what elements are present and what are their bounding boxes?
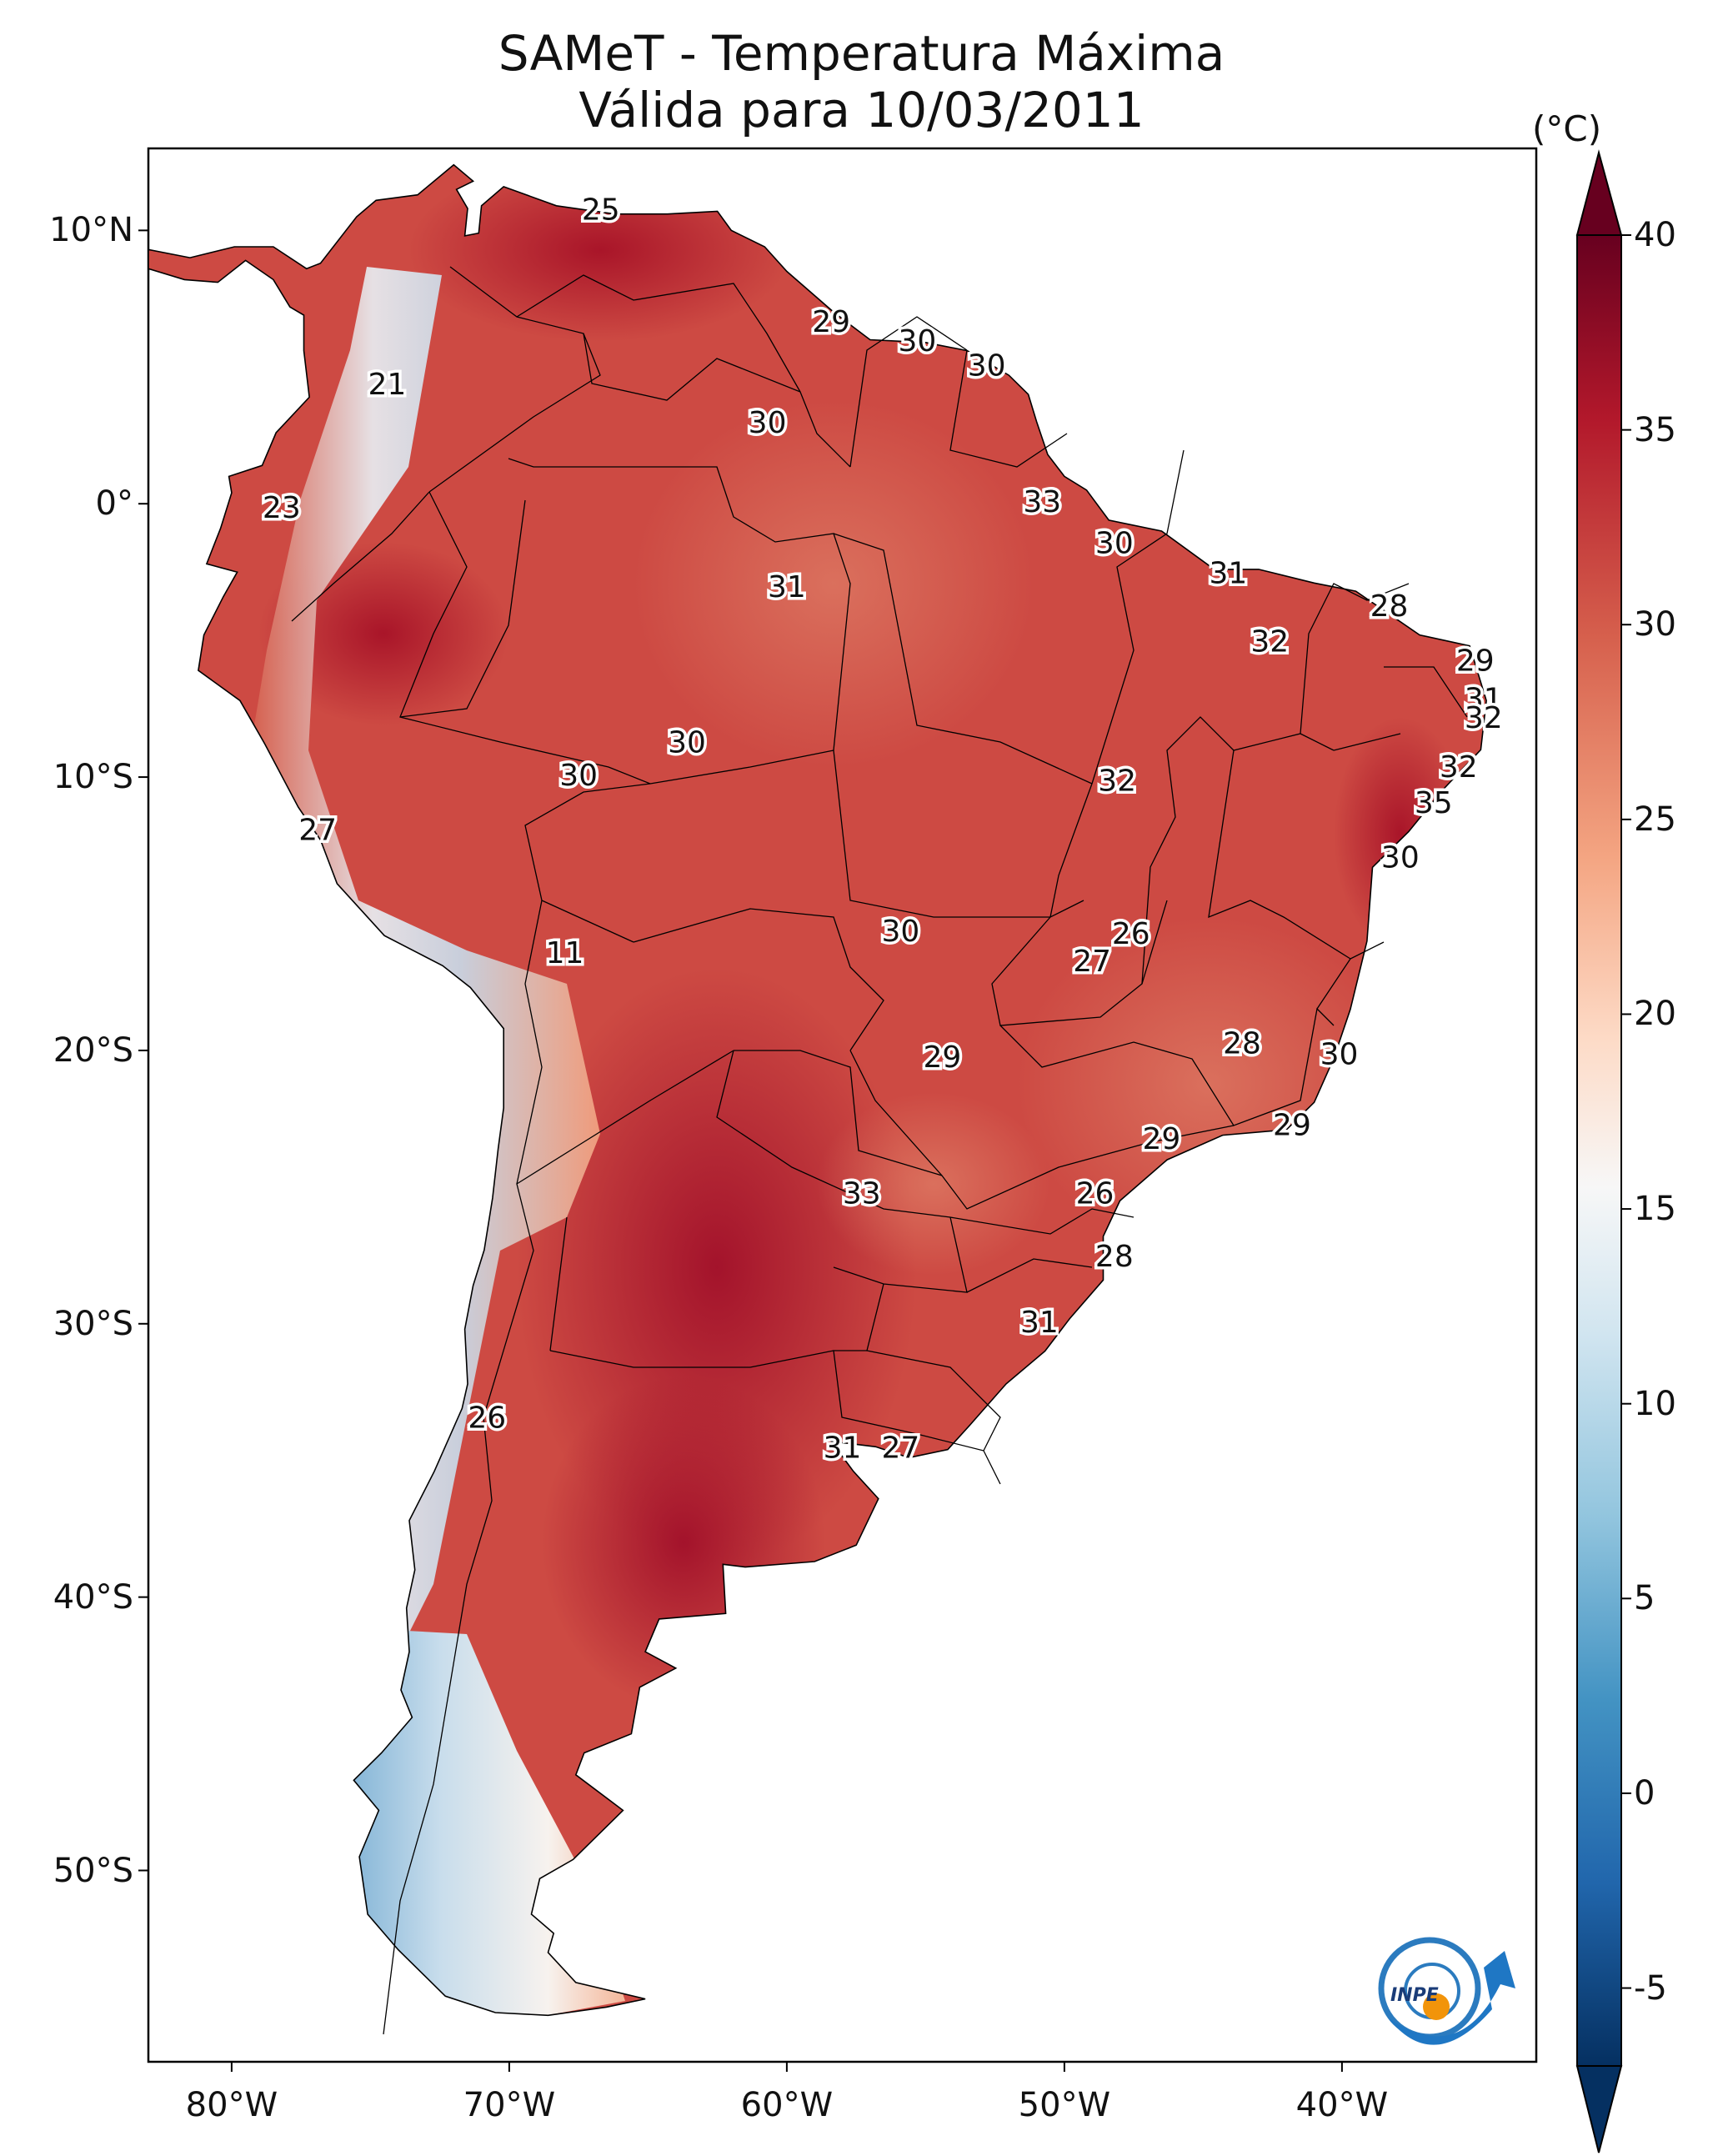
temperature-label: 27 (1073, 945, 1111, 979)
temperature-label: 32 (1440, 750, 1478, 785)
temperature-label: 32 (1250, 624, 1289, 659)
x-tick-label: 80°W (185, 2086, 278, 2124)
colorbar-tick-label: 35 (1634, 410, 1676, 449)
temperature-label: 30 (1095, 526, 1134, 560)
x-tick-label: 40°W (1295, 2086, 1389, 2124)
temperature-label: 32 (1465, 701, 1503, 735)
temperature-label: 27 (882, 1431, 920, 1466)
temperature-label: 29 (923, 1040, 961, 1075)
temperature-label: 30 (559, 759, 598, 793)
temperature-label: 30 (968, 348, 1006, 383)
temperature-label: 28 (1370, 589, 1409, 624)
temperature-label: 33 (1023, 485, 1061, 519)
temperature-label: 30 (1320, 1037, 1359, 1071)
coastline (148, 163, 1487, 2017)
temperature-label: 30 (882, 915, 920, 949)
map-title: SAMeT - Temperatura Máxima (498, 25, 1225, 82)
temperature-label: 11 (546, 936, 584, 970)
x-tick-label: 70°W (463, 2086, 556, 2124)
colorbar-unit: (°C) (1532, 108, 1602, 149)
map-subtitle: Válida para 10/03/2011 (579, 82, 1144, 138)
temperature-label: 31 (1465, 682, 1503, 716)
y-tick-label: 10°N (49, 211, 133, 250)
temperature-label: 31 (1020, 1306, 1059, 1340)
temperature-label: 27 (298, 814, 337, 848)
temperature-label: 28 (1095, 1240, 1134, 1274)
temperature-label: 33 (843, 1177, 881, 1211)
colorbar (1575, 149, 1631, 2153)
colorbar-tick-label: 15 (1634, 1190, 1676, 1229)
colorbar-tick-label: -5 (1634, 1968, 1667, 2008)
colorbar-min-extension (1575, 2065, 1623, 2153)
temperature-label: 25 (582, 193, 620, 227)
y-tick-label: 30°S (53, 1304, 133, 1343)
colorbar-bar (1576, 234, 1622, 2067)
y-tick-label: 10°S (53, 758, 133, 797)
temperature-label: 30 (1381, 840, 1420, 875)
y-tick-label: 20°S (53, 1030, 133, 1070)
temperature-label: 35 (1415, 786, 1453, 820)
colorbar-tick-label: 40 (1634, 216, 1676, 254)
y-tick-label: 50°S (53, 1851, 133, 1890)
y-tick-label: 0° (95, 484, 133, 524)
political-borders (291, 266, 1468, 2035)
temperature-label: 30 (749, 406, 787, 440)
temperature-label: 21 (368, 368, 406, 402)
temperature-label: 31 (824, 1431, 862, 1466)
colorbar-tick-label: 5 (1634, 1579, 1655, 1618)
colorbar-tick-label: 30 (1634, 605, 1676, 644)
colorbar-tick-label: 0 (1634, 1773, 1655, 1813)
temperature-label: 29 (1273, 1109, 1311, 1143)
inpe-logo: INPE (1378, 1937, 1515, 2045)
colorbar-tick-label: 25 (1634, 800, 1676, 839)
x-tick-label: 60°W (740, 2086, 834, 2124)
temperature-label: 26 (468, 1401, 506, 1436)
temperature-label: 31 (1209, 556, 1247, 590)
inpe-logo-text: INPE (1390, 1985, 1439, 2006)
temperature-label: 26 (1112, 917, 1150, 951)
temperature-label: 29 (1456, 644, 1495, 678)
colorbar-max-extension (1575, 149, 1623, 236)
temperature-label: 28 (1223, 1026, 1261, 1060)
temperature-label: 29 (1143, 1122, 1181, 1156)
colorbar-tick-label: 10 (1634, 1384, 1676, 1423)
x-tick-label: 50°W (1018, 2086, 1111, 2124)
temperature-label: 31 (768, 570, 806, 604)
colorbar-tick-label: 20 (1634, 995, 1676, 1034)
temperature-label: 23 (263, 491, 301, 525)
temperature-label: 26 (1076, 1177, 1114, 1211)
temperature-label: 32 (1098, 765, 1136, 799)
y-tick-label: 40°S (53, 1577, 133, 1617)
temperature-label: 29 (812, 305, 850, 339)
temperature-label: 30 (668, 726, 706, 760)
temperature-label: 30 (899, 324, 937, 358)
